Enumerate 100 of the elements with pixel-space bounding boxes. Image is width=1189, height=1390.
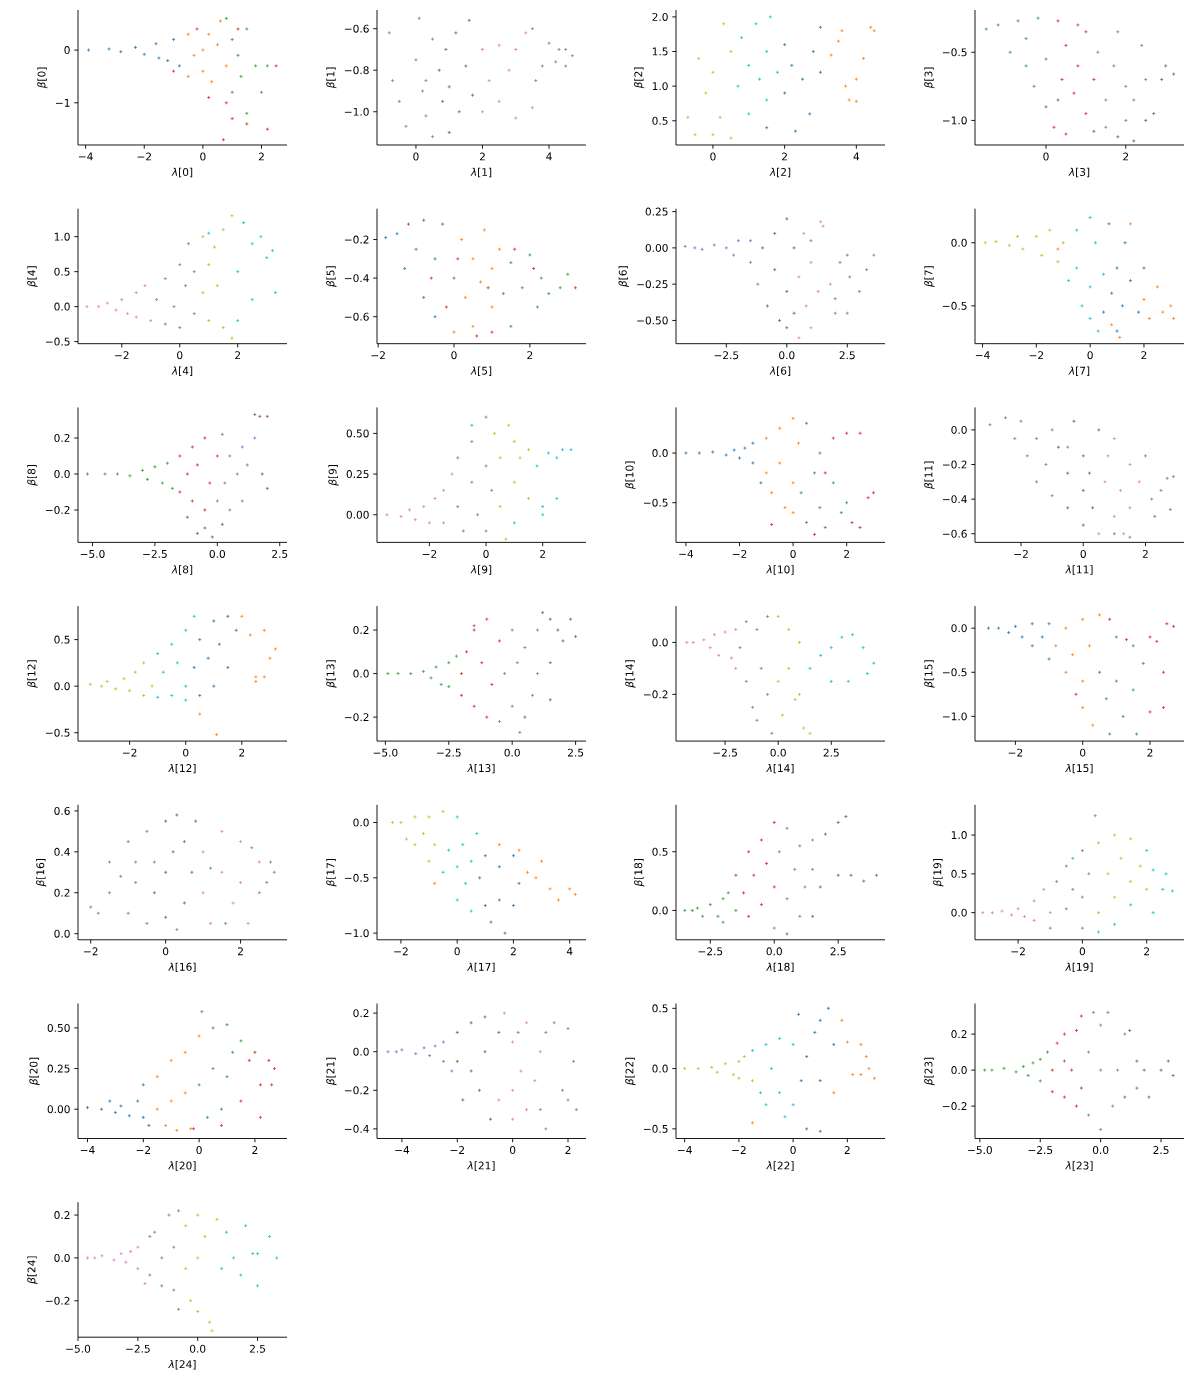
point (483, 903, 488, 908)
point (507, 68, 512, 73)
point (230, 336, 234, 340)
point (845, 253, 850, 258)
point (1032, 84, 1036, 89)
point (808, 666, 812, 671)
point (238, 880, 243, 885)
x-axis-title: λ[10] (766, 565, 794, 575)
point (530, 693, 535, 698)
point (114, 308, 118, 313)
point (92, 1256, 97, 1260)
point (789, 63, 794, 68)
point (510, 704, 515, 709)
x-tick-label: 0 (790, 1146, 796, 1155)
point (152, 890, 157, 895)
point (267, 1234, 272, 1239)
point (1159, 1068, 1163, 1073)
point (769, 1066, 774, 1071)
x-tick-label: 4 (853, 152, 860, 161)
point (253, 674, 258, 679)
point (163, 322, 168, 327)
y-tick-label: −0.6 (344, 24, 369, 33)
point (1160, 887, 1165, 892)
point (113, 687, 118, 691)
point (990, 1068, 994, 1073)
point (171, 849, 176, 854)
x-tick-label: 0 (1043, 152, 1049, 161)
point (983, 240, 988, 245)
point (193, 819, 198, 824)
point (513, 47, 518, 52)
point (828, 282, 833, 287)
point (682, 1066, 687, 1071)
point (804, 1126, 809, 1131)
y-tick-label: −0.2 (942, 1102, 967, 1111)
point (482, 227, 487, 232)
y-tick-label: 0.25 (645, 207, 668, 216)
point (443, 47, 448, 52)
point (508, 324, 513, 329)
point (777, 1090, 782, 1095)
point (469, 480, 474, 485)
point (868, 25, 873, 30)
point (273, 647, 278, 651)
y-axis-title: β[5] (326, 266, 337, 288)
point (486, 285, 491, 290)
point (764, 1042, 768, 1047)
point (990, 910, 995, 915)
point (791, 480, 795, 485)
point (1166, 1059, 1171, 1063)
point (1056, 18, 1060, 23)
point (700, 247, 705, 252)
point (225, 665, 230, 670)
point (797, 914, 802, 919)
point (724, 245, 729, 250)
point (250, 297, 255, 302)
point (267, 656, 272, 661)
point (195, 1309, 200, 1314)
point (199, 1009, 204, 1014)
y-tick-label: 0.2 (54, 434, 70, 442)
point (782, 42, 787, 47)
point (535, 671, 540, 676)
point (565, 272, 570, 277)
point (154, 297, 159, 302)
point (759, 480, 763, 485)
x-tick-label: 0 (196, 1146, 202, 1155)
point (239, 74, 243, 79)
point (273, 290, 278, 295)
point (496, 1098, 501, 1102)
point (682, 908, 687, 913)
x-tick-label: 2 (479, 152, 485, 161)
point (265, 63, 270, 68)
point (1080, 848, 1085, 853)
y-tick-label: 0.0 (652, 449, 668, 458)
y-axis-title: β[20] (29, 1057, 40, 1086)
point (498, 504, 503, 509)
point (257, 414, 262, 419)
point (693, 132, 697, 137)
point (497, 864, 502, 869)
point (1064, 906, 1069, 911)
point (122, 676, 126, 681)
point (871, 490, 876, 495)
point (1131, 688, 1136, 692)
y-axis-title: β[21] (326, 1057, 337, 1086)
x-axis-title: λ[4] (171, 366, 193, 376)
point (804, 1054, 809, 1059)
point (800, 77, 805, 82)
point (1052, 125, 1056, 130)
point (141, 660, 146, 665)
point (85, 472, 90, 476)
point (709, 1065, 714, 1070)
x-tick-label: 2.5 (249, 1344, 266, 1353)
point (197, 1082, 202, 1087)
point (1074, 1028, 1079, 1033)
point (484, 715, 489, 720)
point (1050, 427, 1055, 432)
point (1112, 531, 1117, 536)
point (248, 633, 253, 637)
point (165, 461, 170, 466)
point (804, 520, 809, 525)
point (457, 109, 462, 114)
point (871, 253, 876, 258)
